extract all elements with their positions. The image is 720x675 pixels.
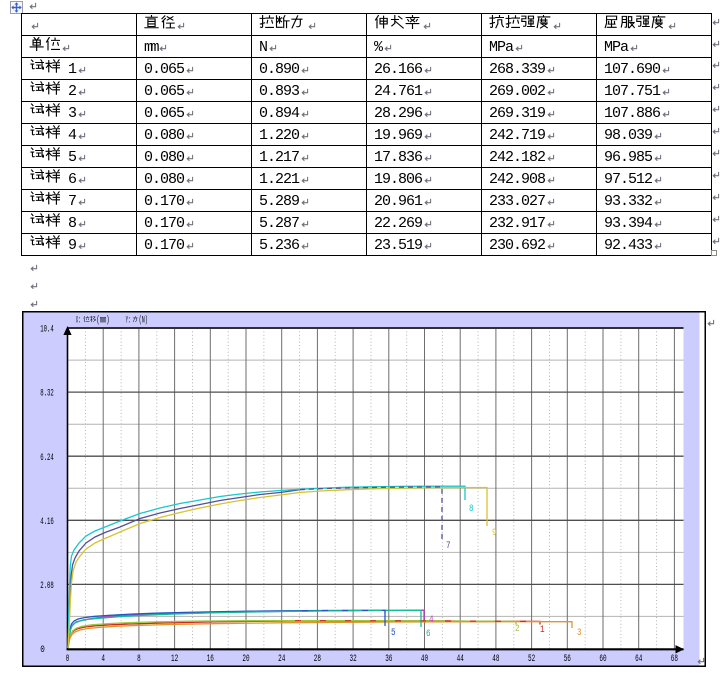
svg-text:4: 4 — [429, 615, 434, 626]
svg-text:0: 0 — [66, 653, 70, 665]
svg-text:(mm): (mm) — [96, 315, 109, 327]
svg-text:32: 32 — [350, 653, 357, 665]
svg-text:4: 4 — [101, 653, 105, 665]
svg-text:3: 3 — [577, 628, 582, 639]
svg-text:6: 6 — [426, 629, 431, 640]
svg-text:56: 56 — [564, 653, 571, 665]
svg-text:2: 2 — [515, 624, 520, 635]
svg-text:44: 44 — [457, 653, 464, 665]
svg-text:28: 28 — [314, 653, 321, 665]
svg-text:1: 1 — [540, 625, 545, 636]
svg-text:20: 20 — [242, 653, 249, 665]
svg-text:5: 5 — [391, 628, 396, 639]
svg-text:64: 64 — [635, 653, 642, 665]
svg-text:0: 0 — [40, 644, 45, 656]
svg-text:7: 7 — [446, 541, 451, 552]
svg-text:(N): (N) — [139, 315, 148, 327]
svg-text:48: 48 — [492, 653, 499, 665]
svg-text:12: 12 — [171, 653, 178, 665]
svg-text:16: 16 — [207, 653, 214, 665]
svg-text:8.32: 8.32 — [40, 388, 54, 400]
svg-text:24: 24 — [278, 653, 285, 665]
svg-text:6.24: 6.24 — [40, 452, 54, 464]
svg-text:68: 68 — [671, 653, 678, 665]
svg-text:40: 40 — [421, 653, 428, 665]
svg-text:36: 36 — [385, 653, 392, 665]
svg-text:52: 52 — [528, 653, 535, 665]
svg-text:2.08: 2.08 — [40, 580, 54, 592]
svg-text:Y:: Y: — [126, 315, 131, 327]
svg-text:9: 9 — [492, 528, 497, 539]
svg-text:8: 8 — [469, 504, 474, 515]
svg-text:8: 8 — [137, 653, 141, 665]
svg-text:60: 60 — [599, 653, 606, 665]
svg-text:4.16: 4.16 — [40, 516, 54, 528]
svg-text:X:: X: — [76, 315, 81, 327]
svg-text:10.4: 10.4 — [40, 324, 54, 336]
